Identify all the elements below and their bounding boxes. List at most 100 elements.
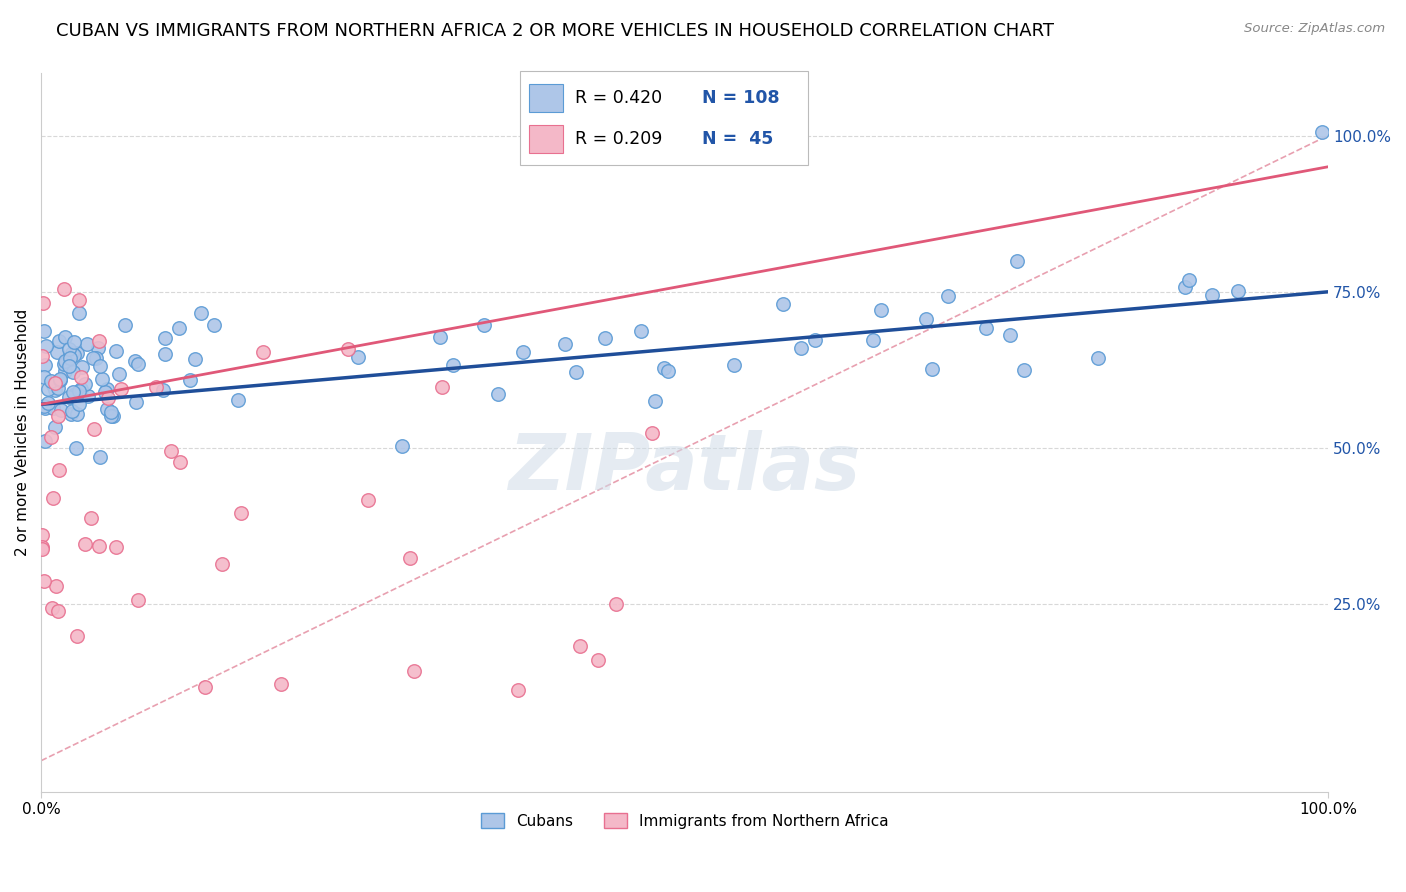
- Point: [89, 359, 111, 373]
- Point: [87, 341, 110, 355]
- Point: [100, 409, 122, 423]
- Point: [1014, 363, 1036, 377]
- Point: [46, 381, 69, 395]
- Point: [75, 537, 97, 551]
- Point: [96, 402, 118, 417]
- Point: [270, 677, 292, 691]
- Point: [31, 528, 53, 542]
- Point: [62, 385, 84, 400]
- Point: [108, 368, 131, 382]
- Point: [66, 346, 89, 360]
- Point: [441, 358, 464, 372]
- Point: [31, 542, 53, 557]
- Text: Source: ZipAtlas.com: Source: ZipAtlas.com: [1244, 22, 1385, 36]
- Point: [96, 382, 118, 396]
- Text: R = 0.209: R = 0.209: [575, 130, 662, 148]
- Point: [1227, 285, 1250, 299]
- Point: [46, 604, 69, 618]
- Text: ZIPatlas: ZIPatlas: [509, 431, 860, 507]
- Point: [153, 331, 176, 345]
- Point: [1087, 351, 1109, 365]
- Point: [42, 377, 65, 392]
- Point: [506, 682, 529, 697]
- Point: [69, 370, 91, 384]
- Point: [630, 324, 652, 338]
- Point: [337, 342, 360, 356]
- Point: [772, 297, 794, 311]
- Point: [62, 348, 84, 362]
- Legend: Cubans, Immigrants from Northern Africa: Cubans, Immigrants from Northern Africa: [475, 807, 894, 835]
- Point: [101, 409, 124, 424]
- Point: [89, 450, 111, 465]
- Point: [605, 597, 627, 611]
- Point: [49, 372, 72, 386]
- Point: [65, 441, 87, 455]
- Point: [32, 295, 55, 310]
- Point: [49, 403, 72, 417]
- Point: [1310, 125, 1333, 139]
- Point: [32, 324, 55, 338]
- Point: [565, 365, 588, 379]
- Point: [569, 639, 592, 653]
- Point: [586, 653, 609, 667]
- Point: [35, 339, 58, 353]
- Point: [79, 511, 101, 525]
- Point: [512, 345, 534, 359]
- Point: [169, 455, 191, 469]
- Point: [59, 407, 82, 421]
- Point: [723, 358, 745, 372]
- Point: [391, 439, 413, 453]
- Point: [229, 506, 252, 520]
- Point: [34, 434, 56, 448]
- Point: [114, 318, 136, 333]
- Point: [63, 334, 86, 349]
- Point: [48, 334, 70, 348]
- Point: [430, 380, 453, 394]
- Point: [125, 395, 148, 409]
- Point: [44, 420, 66, 434]
- Point: [190, 306, 212, 320]
- Point: [402, 664, 425, 678]
- Point: [127, 357, 149, 371]
- Point: [472, 318, 495, 333]
- Point: [32, 400, 55, 414]
- Text: N =  45: N = 45: [702, 130, 773, 148]
- Point: [429, 329, 451, 343]
- Point: [862, 333, 884, 347]
- Point: [554, 337, 576, 351]
- Point: [31, 349, 53, 363]
- Point: [66, 629, 89, 643]
- Point: [160, 444, 183, 458]
- Point: [53, 330, 76, 344]
- Point: [194, 680, 217, 694]
- Text: CUBAN VS IMMIGRANTS FROM NORTHERN AFRICA 2 OR MORE VEHICLES IN HOUSEHOLD CORRELA: CUBAN VS IMMIGRANTS FROM NORTHERN AFRICA…: [56, 22, 1054, 40]
- Point: [91, 372, 114, 386]
- Point: [67, 306, 90, 320]
- Y-axis label: 2 or more Vehicles in Household: 2 or more Vehicles in Household: [15, 309, 30, 556]
- Point: [67, 384, 90, 398]
- Point: [53, 354, 76, 368]
- Point: [32, 369, 55, 384]
- Point: [184, 351, 207, 366]
- Point: [60, 346, 83, 360]
- Point: [652, 361, 675, 376]
- Point: [1174, 280, 1197, 294]
- Point: [59, 351, 82, 365]
- Point: [44, 383, 66, 397]
- Point: [145, 380, 167, 394]
- Point: [644, 393, 666, 408]
- Text: R = 0.420: R = 0.420: [575, 88, 662, 106]
- Point: [974, 320, 997, 334]
- Point: [66, 408, 89, 422]
- Point: [73, 376, 96, 391]
- Point: [153, 347, 176, 361]
- Point: [82, 351, 104, 365]
- Point: [34, 358, 56, 372]
- Point: [936, 289, 959, 303]
- Point: [46, 409, 69, 424]
- Point: [39, 430, 62, 444]
- Point: [42, 401, 65, 415]
- Point: [124, 354, 146, 368]
- Point: [46, 345, 69, 359]
- Point: [1201, 287, 1223, 301]
